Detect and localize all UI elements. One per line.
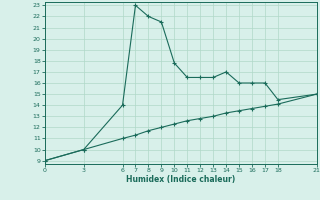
X-axis label: Humidex (Indice chaleur): Humidex (Indice chaleur) <box>126 175 236 184</box>
